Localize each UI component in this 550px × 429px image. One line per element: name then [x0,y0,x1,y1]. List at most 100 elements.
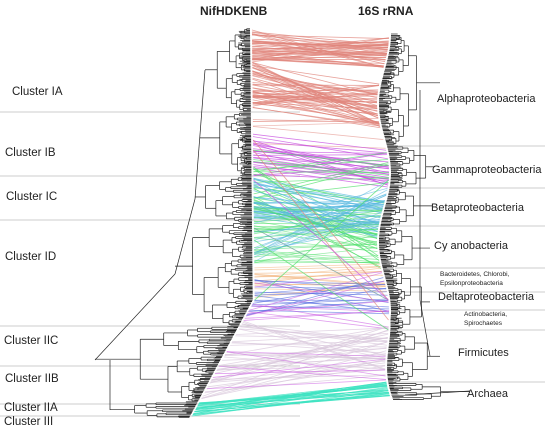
tanglegram-link [251,33,385,65]
tanglegram-link [195,388,388,411]
tanglegram-link [254,300,389,308]
tanglegram-link [251,305,390,312]
tanglegram-link [253,212,382,223]
cluster-label-iic: Cluster IIC [4,335,58,347]
tanglegram-link [211,330,389,381]
tanglegram-link [248,311,389,330]
16s-phylogenetic-tree [379,33,471,400]
cluster-label-iia: Cluster IIA [4,402,58,414]
tanglegram-links [192,29,390,417]
tanglegram-link [252,106,381,129]
tanglegram-link [252,87,378,115]
tanglegram-link [195,394,390,410]
tree-branch [94,273,176,361]
tanglegram-link [253,221,380,233]
tanglegram-link [252,119,380,123]
tanglegram-link [254,286,387,290]
tanglegram-link [254,226,379,253]
tanglegram-link [254,243,378,251]
right-tree-header: 16S rRNA [358,4,414,18]
taxon-label-cyanobacteria: Cy anobacteria [434,240,509,252]
nif-phylogenetic-tree [94,28,253,418]
tanglegram-link [243,310,390,321]
tanglegram-link [253,162,389,195]
tanglegram-link [253,149,389,167]
tanglegram-link [254,241,378,258]
tanglegram-link [253,152,387,173]
tanglegram-link [254,250,379,260]
tanglegram-link [254,271,382,274]
tanglegram-link [252,139,389,301]
tanglegram-link [247,300,389,314]
tanglegram-link [253,171,390,173]
tanglegram-link [238,328,386,359]
tanglegram-link [207,362,386,388]
tanglegram-link [254,247,378,262]
tanglegram-link [252,70,378,99]
taxon-label-bacteroidetes-line2: Epsilonproteobacteria [440,280,503,287]
tanglegram-link [252,84,380,97]
tanglegram-link [251,34,384,68]
taxon-label-deltaproteobacteria: Deltaproteobacteria [438,291,535,303]
tanglegram-link [253,140,387,154]
tanglegram-link [252,40,387,55]
tanglegram-link [240,325,387,346]
taxon-label-actinobacteria-line1: Actinobacteria, [464,311,507,318]
tanglegram-link [253,179,389,301]
tanglegram-link [252,74,378,95]
tanglegram-link [252,96,378,101]
tanglegram-link [253,220,378,243]
tanglegram-link [211,374,386,380]
tanglegram-link [254,291,388,296]
tanglegram-link [223,356,386,370]
tanglegram-link [252,40,388,50]
cluster-label-ib: Cluster IB [5,147,56,159]
cluster-label-ic: Cluster IC [6,191,57,203]
taxon-label-betaproteobacteria: Betaproteobacteria [431,202,525,214]
tree-branch [404,390,471,396]
tanglegram-link [254,282,389,303]
tanglegram-link [254,215,381,253]
taxon-label-gammaproteobacteria: Gammaproteobacteria [432,164,542,176]
tanglegram-link [253,159,388,171]
tanglegram-link [218,365,386,380]
tanglegram-link [249,272,383,311]
tanglegram-link [249,309,389,315]
tanglegram-link [252,117,379,122]
tanglegram-link [226,351,386,357]
tanglegram-link [253,148,389,166]
tanglegram-link [214,369,386,375]
tanglegram-link [241,323,388,342]
tanglegram-link [198,385,388,405]
tanglegram-link [253,187,388,224]
tanglegram-link [252,49,388,61]
tanglegram-link [252,65,379,119]
tanglegram-link [253,210,383,219]
tanglegram-link [245,280,385,317]
cluster-label-iib: Cluster IIB [5,373,59,385]
tree-branch [194,69,206,200]
tanglegram-link [252,57,384,68]
tanglegram-link [254,194,387,255]
taxon-label-bacteroidetes-line1: Bacteroidetes, Chlorobi, [440,271,510,278]
tanglegram-link [231,342,387,348]
taxon-label-archaea: Archaea [467,388,509,400]
tanglegram-link [252,72,378,103]
tanglegram-link [212,358,386,378]
tanglegram-link [252,97,380,127]
taxon-label-alphaproteobacteria: Alphaproteobacteria [437,93,536,105]
tanglegram-link [252,126,384,140]
tanglegram-link [254,234,378,264]
tanglegram-link [246,277,384,317]
tanglegram-link [252,87,378,107]
tanglegram-link [253,178,385,203]
tanglegram-link [252,82,378,92]
tanglegram-link [210,360,386,383]
tanglegram-link [252,65,380,85]
tanglegram-link [209,326,389,384]
tanglegram-link [252,34,389,47]
tanglegram-link [252,91,378,104]
tanglegram-link [252,55,384,67]
tanglegram-link [254,266,381,271]
cluster-label-id: Cluster ID [5,251,56,263]
